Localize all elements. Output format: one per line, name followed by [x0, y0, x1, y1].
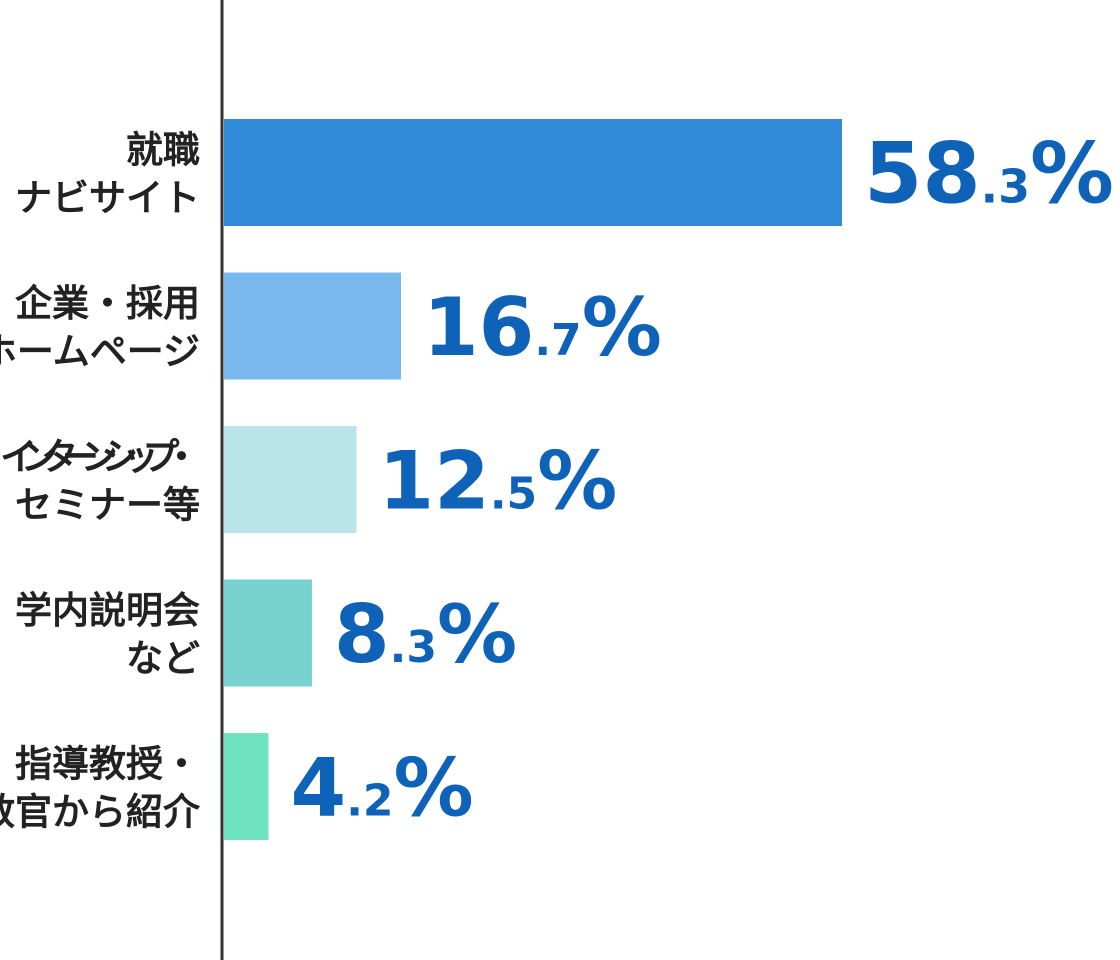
value-label-5: 4.2% [291, 741, 474, 834]
value-label-2-integer: 16 [423, 281, 534, 374]
bars [224, 119, 842, 840]
bar-5 [224, 733, 269, 840]
value-label-1-percent: % [1030, 125, 1114, 223]
value-label-1: 58.3% [864, 125, 1114, 223]
value-label-3: 12.5% [379, 434, 618, 527]
value-label-1-integer: 58 [864, 125, 981, 223]
category-label-3-line-1: インターンシップ・ [0, 436, 200, 479]
category-label-2-line-1: 企業・採用 [15, 282, 200, 325]
category-label-1-line-2: ナビサイト [15, 177, 200, 220]
value-label-5-decimal: .2 [346, 775, 393, 826]
category-label-2-line-2: ホームページ [0, 330, 200, 373]
category-label-1-line-1: 就職 [126, 129, 200, 172]
bar-1 [224, 119, 842, 226]
value-label-4-percent: % [437, 588, 517, 681]
value-label-5-integer: 4 [291, 741, 347, 834]
bar-2 [224, 272, 402, 380]
value-label-3-percent: % [537, 434, 617, 527]
value-label-4-decimal: .3 [390, 622, 437, 673]
category-label-4-line-2: など [126, 637, 200, 680]
category-label-5-line-1: 指導教授・ [15, 743, 200, 786]
value-labels: 58.3%16.7%12.5%8.3%4.2% [291, 125, 1114, 835]
category-label-3-line-2: セミナー等 [15, 484, 200, 527]
category-label-5-line-2: 教官から紹介 [0, 791, 201, 834]
value-label-2-percent: % [582, 281, 662, 374]
value-label-2-decimal: .7 [534, 315, 581, 366]
category-labels: 就職ナビサイト企業・採用ホームページインターンシップ・セミナー等学内説明会など指… [0, 129, 201, 834]
value-label-3-decimal: .5 [490, 468, 537, 519]
value-label-3-integer: 12 [379, 434, 490, 527]
category-label-4-line-1: 学内説明会 [15, 589, 200, 632]
value-label-1-decimal: .3 [981, 160, 1030, 214]
value-label-4: 8.3% [334, 588, 517, 681]
value-label-2: 16.7% [423, 281, 662, 374]
bar-4 [224, 579, 312, 687]
bar-3 [224, 426, 357, 533]
value-label-4-integer: 8 [334, 588, 390, 681]
value-label-5-percent: % [394, 741, 474, 834]
